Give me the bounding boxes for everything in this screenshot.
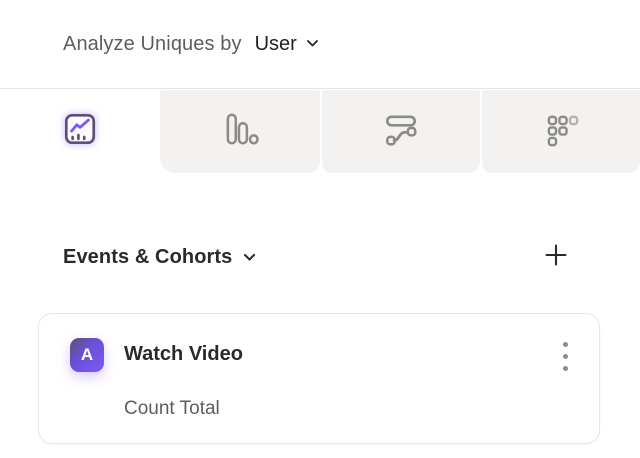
event-options-button[interactable] — [553, 337, 577, 375]
analyze-uniques-label: Analyze Uniques by — [63, 32, 242, 55]
dots-grid-icon — [542, 110, 580, 153]
event-card[interactable]: A Watch Video Count Total — [38, 313, 600, 444]
analysis-header: Analyze Uniques by User — [0, 0, 640, 89]
bar-chart-icon — [221, 110, 259, 153]
event-letter-badge: A — [70, 338, 104, 372]
event-letter: A — [80, 345, 94, 364]
tab-insights[interactable] — [0, 90, 160, 173]
tab-retention[interactable] — [480, 90, 640, 173]
chevron-down-icon — [306, 35, 319, 53]
tab-flows[interactable] — [320, 90, 480, 173]
chevron-down-icon — [243, 249, 256, 267]
event-name: Watch Video — [124, 343, 243, 365]
add-event-button[interactable] — [540, 240, 572, 272]
report-type-tabbar — [0, 90, 640, 173]
tab-bar-chart[interactable] — [160, 90, 320, 173]
events-cohorts-dropdown[interactable]: Events & Cohorts — [63, 246, 256, 269]
uniques-by-dropdown[interactable]: User — [255, 33, 319, 56]
plus-icon — [544, 243, 568, 270]
uniques-by-value: User — [254, 32, 297, 55]
section-title: Events & Cohorts — [63, 246, 233, 268]
flow-wave-icon — [382, 110, 420, 153]
line-chart-icon — [61, 110, 99, 153]
kebab-menu-icon — [562, 341, 568, 371]
event-measurement: Count Total — [124, 398, 220, 419]
